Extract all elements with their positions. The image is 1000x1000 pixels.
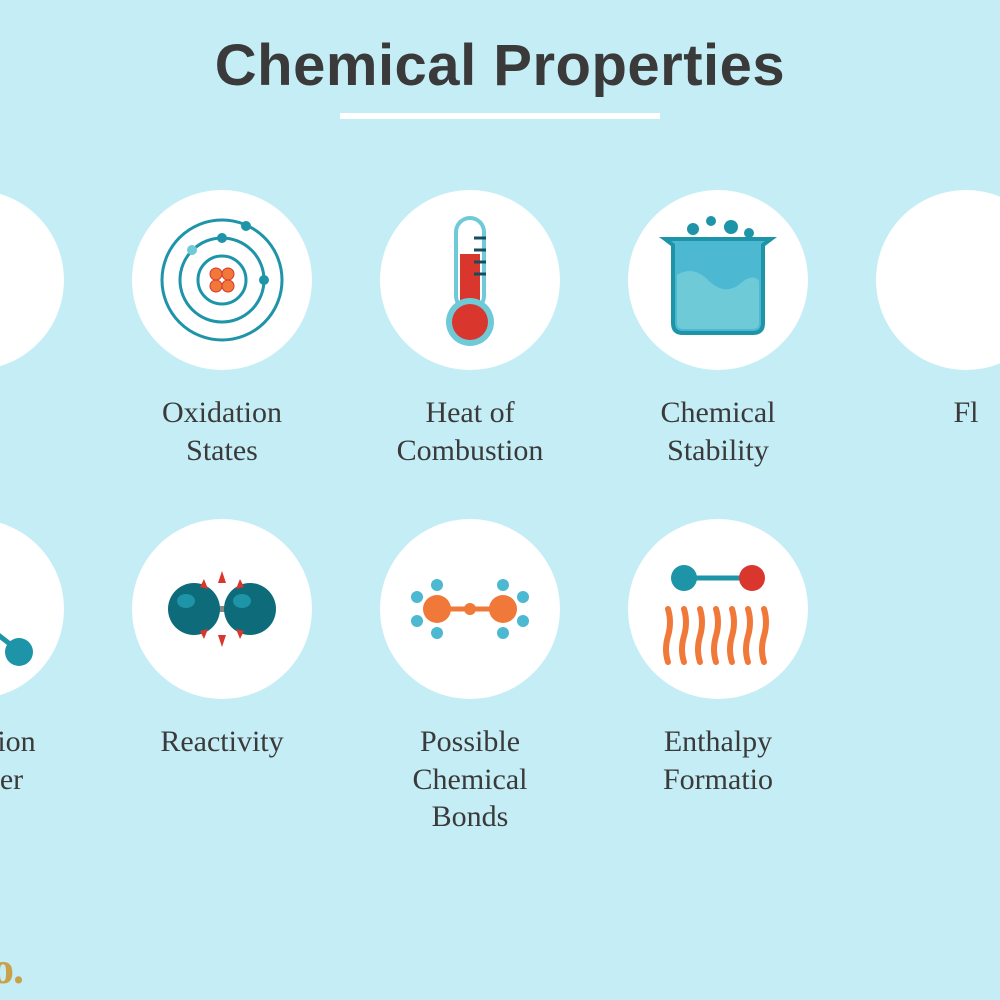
icon-circle (0, 519, 64, 699)
empty-icon (906, 220, 1000, 340)
item-label: Chemical Stability (624, 394, 812, 469)
watermark-text: o. (0, 943, 23, 994)
item-label: Fl (953, 394, 978, 432)
grid-row: ordination Number Reactivity (0, 519, 1000, 836)
molecule-icon (0, 544, 39, 674)
grid-item-flammability: Fl (872, 190, 1000, 469)
enthalpy-icon (648, 544, 788, 674)
icon-circle (876, 190, 1000, 370)
beaker-icon (653, 215, 783, 345)
icon-circle (380, 519, 560, 699)
collision-icon (152, 549, 292, 669)
icon-circle (380, 190, 560, 370)
icon-circle (132, 190, 312, 370)
page-title: Chemical Properties (0, 0, 1000, 99)
item-label: Enthalpy Formatio (624, 723, 812, 798)
grid-item-coordination: ordination Number (0, 519, 68, 836)
icon-circle (0, 190, 64, 370)
grid-item-enthalpy: Enthalpy Formatio (624, 519, 812, 836)
grid-item-stability: Chemical Stability (624, 190, 812, 469)
item-label: ordination Number (0, 723, 68, 798)
item-label: Heat of Combustion (376, 394, 564, 469)
grid-item-reactivity: Reactivity (128, 519, 316, 836)
item-label: Reactivity (160, 723, 283, 761)
grid-row: Oxidation States Heat of Combustion (0, 190, 1000, 469)
grid-item-heat: Heat of Combustion (376, 190, 564, 469)
title-underline (340, 113, 660, 119)
icon-circle (628, 190, 808, 370)
item-label: Oxidation States (128, 394, 316, 469)
icon-grid: Oxidation States Heat of Combustion (0, 190, 1000, 886)
bonds-icon (395, 559, 545, 659)
empty-icon (0, 220, 34, 340)
icon-circle (132, 519, 312, 699)
grid-item (0, 190, 68, 469)
grid-item-bonds: Possible Chemical Bonds (376, 519, 564, 836)
icon-circle (628, 519, 808, 699)
thermometer-icon (430, 210, 510, 350)
atom-icon (152, 210, 292, 350)
item-label: Possible Chemical Bonds (376, 723, 564, 836)
grid-item-oxidation: Oxidation States (128, 190, 316, 469)
